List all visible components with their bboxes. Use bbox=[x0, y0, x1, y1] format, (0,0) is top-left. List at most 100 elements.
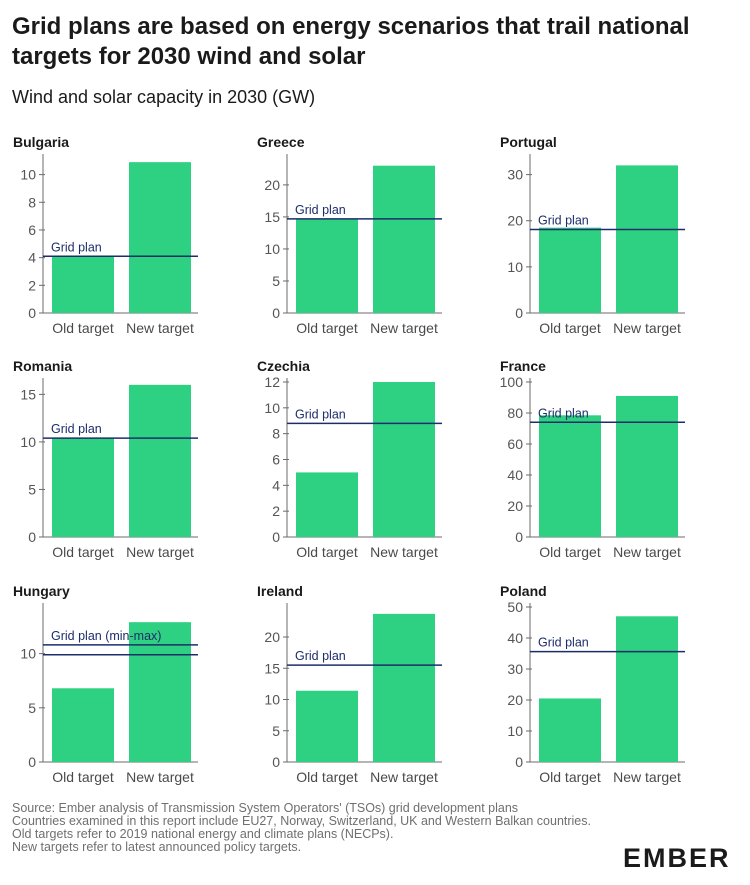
chart-subtitle: Wind and solar capacity in 2030 (GW) bbox=[12, 87, 316, 107]
ireland-y-tick-label: 5 bbox=[272, 723, 280, 739]
romania-panel-title: Romania bbox=[13, 358, 72, 374]
ember-logo: EMBER bbox=[623, 843, 731, 873]
czechia-grid-plan-label: Grid plan bbox=[295, 407, 346, 421]
romania-y-tick-label: 0 bbox=[28, 529, 36, 545]
ireland-bar-new-target bbox=[373, 613, 435, 762]
bulgaria-grid-plan-label: Grid plan bbox=[51, 240, 102, 254]
ireland-x-label: New target bbox=[370, 769, 438, 785]
czechia-y-tick-label: 8 bbox=[272, 426, 280, 442]
greece-bar-old-target bbox=[296, 218, 358, 313]
poland-y-tick-label: 20 bbox=[507, 692, 523, 708]
romania-y-tick-label: 10 bbox=[20, 434, 36, 450]
romania-grid-plan-label: Grid plan bbox=[51, 422, 102, 436]
footer-notes: Source: Ember analysis of Transmission S… bbox=[12, 802, 592, 854]
france-y-tick-label: 60 bbox=[507, 436, 523, 452]
portugal-x-label: Old target bbox=[539, 320, 601, 336]
ireland-y-tick-label: 0 bbox=[272, 754, 280, 770]
czechia-x-label: New target bbox=[370, 544, 438, 560]
greece-x-label: New target bbox=[370, 320, 438, 336]
bulgaria-x-label: Old target bbox=[52, 320, 114, 336]
poland-grid-plan-label: Grid plan bbox=[538, 636, 589, 650]
france-bar-new-target bbox=[616, 395, 678, 537]
france-y-tick-label: 100 bbox=[500, 374, 524, 390]
czechia-y-tick-label: 10 bbox=[264, 400, 280, 416]
greece-x-label: Old target bbox=[296, 320, 358, 336]
czechia-y-tick-label: 4 bbox=[272, 477, 280, 493]
portugal-x-label: New target bbox=[613, 320, 681, 336]
bulgaria-y-tick-label: 4 bbox=[28, 250, 36, 266]
bulgaria-y-tick-label: 0 bbox=[28, 305, 36, 321]
romania-bar-old-target bbox=[52, 438, 114, 537]
france-panel-title: France bbox=[500, 358, 546, 374]
czechia-x-label: Old target bbox=[296, 544, 358, 560]
ireland-x-label: Old target bbox=[296, 769, 358, 785]
scope-note: Countries examined in this report includ… bbox=[12, 814, 591, 841]
greece-y-tick-label: 15 bbox=[264, 209, 280, 225]
poland-y-tick-label: 0 bbox=[515, 754, 523, 770]
poland-y-tick-label: 40 bbox=[507, 630, 523, 646]
targets-note: New targets refer to latest announced po… bbox=[12, 840, 302, 854]
bulgaria-y-tick-label: 8 bbox=[28, 194, 36, 210]
bulgaria-panel-title: Bulgaria bbox=[13, 134, 69, 150]
greece-y-tick-label: 10 bbox=[264, 241, 280, 257]
hungary-y-tick-label: 0 bbox=[28, 754, 36, 770]
greece-y-tick-label: 0 bbox=[272, 305, 280, 321]
hungary-x-label: New target bbox=[126, 769, 194, 785]
romania-x-label: Old target bbox=[52, 544, 114, 560]
ireland-y-tick-label: 20 bbox=[264, 629, 280, 645]
bulgaria-bar-old-target bbox=[52, 256, 114, 313]
poland-x-label: New target bbox=[613, 769, 681, 785]
portugal-y-tick-label: 0 bbox=[515, 305, 523, 321]
france-y-tick-label: 20 bbox=[507, 498, 523, 514]
bulgaria-y-tick-label: 6 bbox=[28, 222, 36, 238]
czechia-panel-title: Czechia bbox=[257, 358, 310, 374]
poland-x-label: Old target bbox=[539, 769, 601, 785]
portugal-bar-new-target bbox=[616, 165, 678, 313]
ireland-panel-title: Ireland bbox=[257, 583, 303, 599]
france-x-label: Old target bbox=[539, 544, 601, 560]
czechia-y-tick-label: 0 bbox=[272, 529, 280, 545]
ireland-bar-old-target bbox=[296, 690, 358, 762]
poland-bar-new-target bbox=[616, 616, 678, 762]
hungary-y-tick-label: 5 bbox=[28, 700, 36, 716]
bulgaria-x-label: New target bbox=[126, 320, 194, 336]
czechia-bar-old-target bbox=[296, 472, 358, 537]
romania-x-label: New target bbox=[126, 544, 194, 560]
bulgaria-bar-new-target bbox=[129, 162, 191, 313]
ireland-y-tick-label: 15 bbox=[264, 660, 280, 676]
greece-y-tick-label: 5 bbox=[272, 273, 280, 289]
czechia-y-tick-label: 6 bbox=[272, 452, 280, 468]
bulgaria-y-tick-label: 2 bbox=[28, 277, 36, 293]
hungary-bar-new-target bbox=[129, 622, 191, 762]
greece-panel-title: Greece bbox=[257, 134, 305, 150]
source-note: Source: Ember analysis of Transmission S… bbox=[12, 801, 519, 815]
bulgaria-y-tick-label: 10 bbox=[20, 167, 36, 183]
ireland-grid-plan-label: Grid plan bbox=[295, 649, 346, 663]
romania-y-tick-label: 15 bbox=[20, 386, 36, 402]
portugal-grid-plan-label: Grid plan bbox=[538, 214, 589, 228]
greece-y-tick-label: 20 bbox=[264, 177, 280, 193]
poland-panel-title: Poland bbox=[500, 583, 547, 599]
poland-bar-old-target bbox=[539, 698, 601, 762]
romania-y-tick-label: 5 bbox=[28, 481, 36, 497]
czechia-y-tick-label: 12 bbox=[264, 374, 280, 390]
poland-y-tick-label: 10 bbox=[507, 723, 523, 739]
greece-grid-plan-label: Grid plan bbox=[295, 203, 346, 217]
france-bar-old-target bbox=[539, 415, 601, 537]
france-grid-plan-label: Grid plan bbox=[538, 406, 589, 420]
portugal-panel-title: Portugal bbox=[500, 134, 557, 150]
poland-y-tick-label: 50 bbox=[507, 599, 523, 615]
hungary-panel-title: Hungary bbox=[13, 583, 70, 599]
ireland-y-tick-label: 10 bbox=[264, 692, 280, 708]
france-y-tick-label: 0 bbox=[515, 529, 523, 545]
czechia-y-tick-label: 2 bbox=[272, 503, 280, 519]
portugal-y-tick-label: 30 bbox=[507, 167, 523, 183]
hungary-y-tick-label: 10 bbox=[20, 646, 36, 662]
czechia-bar-new-target bbox=[373, 382, 435, 537]
france-y-tick-label: 80 bbox=[507, 405, 523, 421]
greece-bar-new-target bbox=[373, 165, 435, 313]
portugal-y-tick-label: 10 bbox=[507, 259, 523, 275]
france-y-tick-label: 40 bbox=[507, 467, 523, 483]
romania-bar-new-target bbox=[129, 384, 191, 537]
